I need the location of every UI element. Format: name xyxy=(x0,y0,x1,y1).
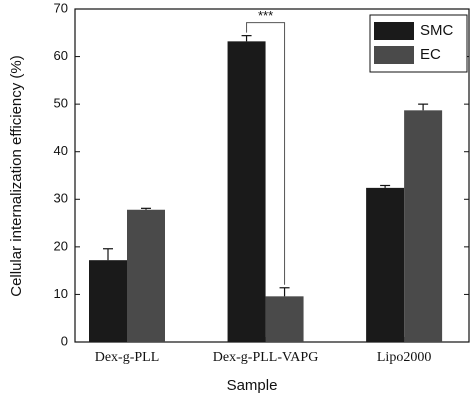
significance-label: *** xyxy=(258,8,273,23)
legend-label: EC xyxy=(420,46,441,63)
error-bar xyxy=(279,287,290,297)
error-bar xyxy=(141,207,151,210)
bar xyxy=(227,41,266,342)
significance-bracket xyxy=(246,22,286,285)
x-tick-label: Lipo2000 xyxy=(377,350,431,365)
legend-swatch xyxy=(374,22,414,40)
legend-label: SMC xyxy=(420,22,454,39)
error-bar xyxy=(103,248,113,261)
y-tick-label: 10 xyxy=(54,286,68,301)
error-bar xyxy=(418,103,429,111)
x-tick-label: Dex-g-PLL-VAPG xyxy=(213,350,319,365)
y-tick-label: 70 xyxy=(54,0,68,15)
y-tick-label: 40 xyxy=(54,143,68,158)
y-tick-label: 20 xyxy=(54,238,68,253)
y-tick-label: 60 xyxy=(54,48,68,63)
bar xyxy=(404,110,443,342)
legend-swatch xyxy=(374,46,414,64)
bar xyxy=(127,209,165,342)
error-bar xyxy=(380,184,391,188)
bar xyxy=(265,296,304,342)
y-axis-label: Cellular internalization efficiency (%) xyxy=(8,55,25,297)
y-tick-label: 50 xyxy=(54,96,68,111)
y-tick-label: 0 xyxy=(61,333,68,348)
y-tick-label: 30 xyxy=(54,191,68,206)
x-axis-label: Sample xyxy=(227,377,278,394)
bar xyxy=(366,187,405,342)
x-tick-label: Dex-g-PLL xyxy=(95,350,160,365)
bar xyxy=(89,260,127,342)
error-bar xyxy=(241,35,252,42)
